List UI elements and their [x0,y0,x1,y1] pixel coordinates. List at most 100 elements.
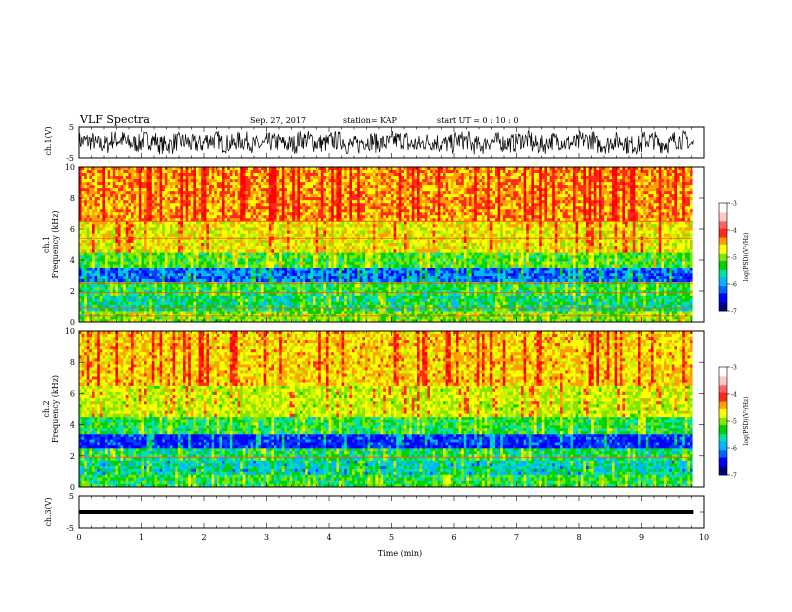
spectrogram-cell [563,293,566,296]
spectrogram-cell [464,317,467,320]
spectrogram-cell [664,287,667,290]
spectrogram-cell [438,285,441,288]
spectrogram-cell [542,276,545,279]
spectrogram-cell [557,279,560,282]
spectrogram-cell [381,285,384,288]
spectrogram-cell [521,271,524,274]
spectrogram-cell [656,268,659,271]
spectrogram-cell [253,293,256,296]
spectrogram-cell [206,276,209,279]
spectrogram-cell [578,293,581,296]
spectrogram-cell [84,299,87,302]
spectrogram-cell [149,311,152,314]
spectrogram-cell [282,308,285,311]
spectrogram-cell [589,302,592,305]
spectrogram-cell [204,296,207,299]
spectrogram-cell [290,276,293,279]
spectrogram-cell [212,258,215,261]
spectrogram-cell [401,276,404,279]
spectrogram-cell [394,287,397,290]
spectrogram-cell [651,287,654,290]
spectrogram-cell [438,293,441,296]
spectrogram-cell [113,285,116,288]
spectrogram-cell [438,268,441,271]
spectrogram-cell [383,279,386,282]
spectrogram-cell [352,285,355,288]
spectrogram-cell [102,311,105,314]
spectrogram-cell [232,273,235,276]
spectrogram-cell [290,302,293,305]
spectrogram-cell [479,287,482,290]
spectrogram-cell [547,273,550,276]
spectrogram-cell [313,279,316,282]
spectrogram-cell [524,308,527,311]
spectrogram-cell [375,276,378,279]
spectrogram-cell [607,279,610,282]
spectrogram-cell [479,268,482,271]
spectrogram-cell [581,296,584,299]
spectrogram-cell [235,273,238,276]
spectrogram-cell [271,262,274,265]
spectrogram-cell [154,258,157,261]
spectrogram-cell [440,287,443,290]
spectrogram-cell [212,287,215,290]
spectrogram-cell [505,299,508,302]
spectrogram-cell [141,252,144,255]
spectrogram-cell [261,299,264,302]
spectrogram-cell [534,317,537,320]
spectrogram-cell [126,276,129,279]
spectrogram-cell [495,287,498,290]
spectrogram-cell [342,299,345,302]
spectrogram-cell [672,302,675,305]
spectrogram-cell [355,287,358,290]
spectrogram-cell [516,293,519,296]
spectrogram-cell [648,287,651,290]
spectrogram-cell [526,268,529,271]
spectrogram-cell [542,268,545,271]
spectrogram-cell [167,265,170,268]
spectrogram-cell [453,273,456,276]
spectrogram-cell [643,296,646,299]
spectrogram-cell [461,285,464,288]
spectrogram-cell [459,317,462,320]
spectrogram-cell [472,285,475,288]
spectrogram-cell [383,268,386,271]
spectrogram-cell [217,265,220,268]
spectrogram-cell [214,276,217,279]
spectrogram-cell [256,252,259,255]
spectrogram-cell [656,311,659,314]
spectrogram-cell [620,268,623,271]
spectrogram-cell [456,317,459,320]
spectrogram-cell [552,302,555,305]
spectrogram-cell [170,273,173,276]
spectrogram-cell [427,287,430,290]
spectrogram-cell [381,296,384,299]
spectrogram-cell [555,317,558,320]
spectrogram-cell [170,258,173,261]
spectrogram-cell [469,285,472,288]
spectrogram-cell [625,276,628,279]
spectrogram-cell [147,296,150,299]
spectrogram-cell [238,262,241,265]
spectrogram-cell [464,308,467,311]
spectrogram-cell [612,273,615,276]
spectrogram-cell [591,287,594,290]
spectrogram-cell [669,308,672,311]
spectrogram-cell [531,271,534,274]
spectrogram-cell [612,268,615,271]
spectrogram-cell [524,302,527,305]
spectrogram-cell [648,273,651,276]
spectrogram-cell [453,279,456,282]
spectrogram-cell [651,268,654,271]
spectrogram-cell [633,268,636,271]
spectrogram-cell [357,273,360,276]
spectrogram-cell [178,285,181,288]
spectrogram-cell [180,308,183,311]
spectrogram-cell [646,317,649,320]
spectrogram-cell [448,299,451,302]
spectrogram-cell [290,317,293,320]
spectrogram-cell [92,265,95,268]
spectrogram-cell [149,273,152,276]
spectrogram-cell [160,311,163,314]
spectrogram-cell [534,279,537,282]
